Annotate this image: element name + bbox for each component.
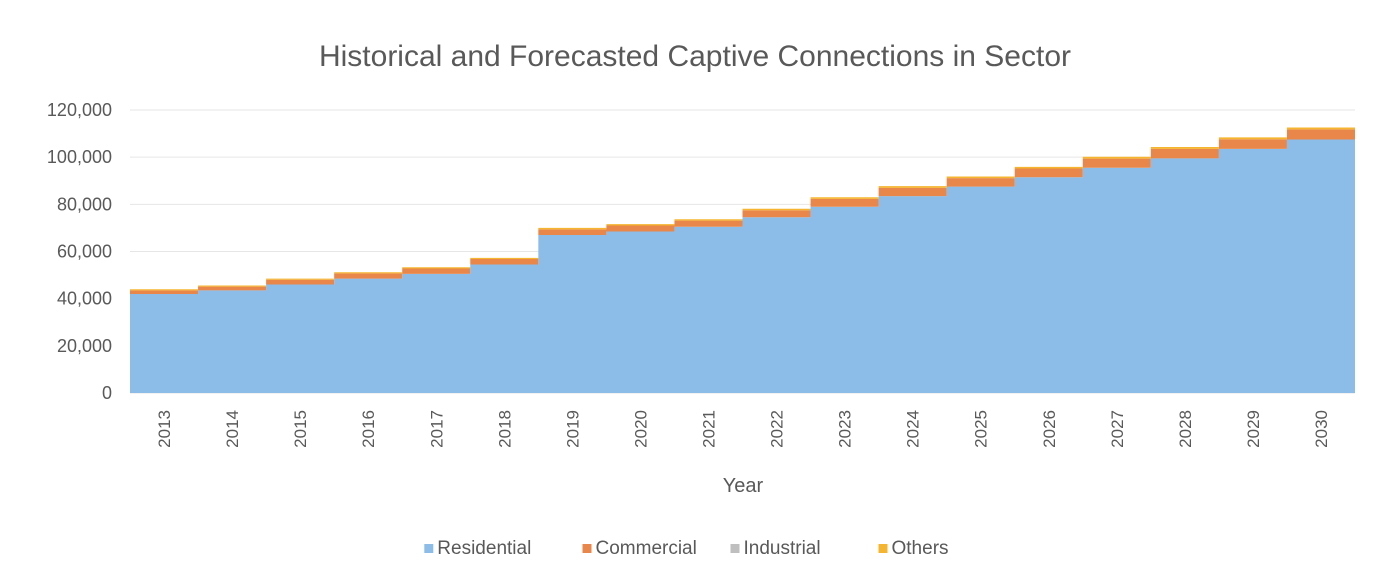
- x-tick-label: 2022: [768, 410, 787, 448]
- y-tick-label: 60,000: [57, 242, 112, 262]
- series-area-commercial: [130, 129, 1355, 294]
- x-tick-label: 2020: [631, 410, 650, 448]
- legend-label: Residential: [437, 538, 531, 559]
- legend-item-others: Others: [878, 538, 949, 559]
- x-tick-label: 2029: [1244, 410, 1263, 448]
- x-tick-label: 2019: [563, 410, 582, 448]
- x-tick-label: 2027: [1108, 410, 1127, 448]
- legend-item-residential: Residential: [424, 538, 531, 559]
- legend-label: Commercial: [596, 538, 697, 559]
- x-tick-label: 2015: [291, 410, 310, 448]
- legend-item-industrial: Industrial: [730, 538, 821, 559]
- legend-label: Industrial: [744, 538, 821, 559]
- series-areas: [130, 127, 1355, 393]
- y-tick-label: 100,000: [47, 147, 112, 167]
- x-axis-ticks: 2013 2014 2015 2016 2017 2018 2019 2020 2021 2022…: [155, 410, 1331, 448]
- x-tick-label: 2025: [972, 410, 991, 448]
- y-tick-label: 20,000: [57, 336, 112, 356]
- x-tick-label: 2013: [155, 410, 174, 448]
- x-tick-label: 2028: [1176, 410, 1195, 448]
- legend: Residential Commercial Industrial Others: [424, 538, 949, 559]
- x-tick-label: 2023: [836, 410, 855, 448]
- x-tick-label: 2016: [359, 410, 378, 448]
- legend-label: Others: [892, 538, 949, 559]
- x-tick-label: 2021: [699, 410, 718, 448]
- x-tick-label: 2030: [1312, 410, 1331, 448]
- y-tick-label: 120,000: [47, 100, 112, 120]
- series-area-residential: [130, 139, 1355, 393]
- series-area-others: [130, 127, 1355, 291]
- x-tick-label: 2026: [1040, 410, 1059, 448]
- legend-swatch: [582, 544, 592, 553]
- x-tick-label: 2014: [223, 410, 242, 448]
- x-axis-title: Year: [723, 475, 764, 497]
- y-tick-label: 40,000: [57, 289, 112, 309]
- x-tick-label: 2024: [904, 410, 923, 448]
- y-tick-label: 80,000: [57, 194, 112, 214]
- y-tick-label: 0: [102, 383, 112, 403]
- legend-swatch: [730, 544, 740, 553]
- x-tick-label: 2018: [495, 410, 514, 448]
- legend-swatch: [424, 544, 434, 553]
- legend-item-commercial: Commercial: [582, 538, 697, 559]
- legend-swatch: [878, 544, 888, 553]
- chart-title: Historical and Forecasted Captive Connec…: [319, 40, 1071, 73]
- x-tick-label: 2017: [427, 410, 446, 448]
- y-axis-ticks: 0 20,000 40,000 60,000 80,000 100,000 120,000: [47, 100, 112, 403]
